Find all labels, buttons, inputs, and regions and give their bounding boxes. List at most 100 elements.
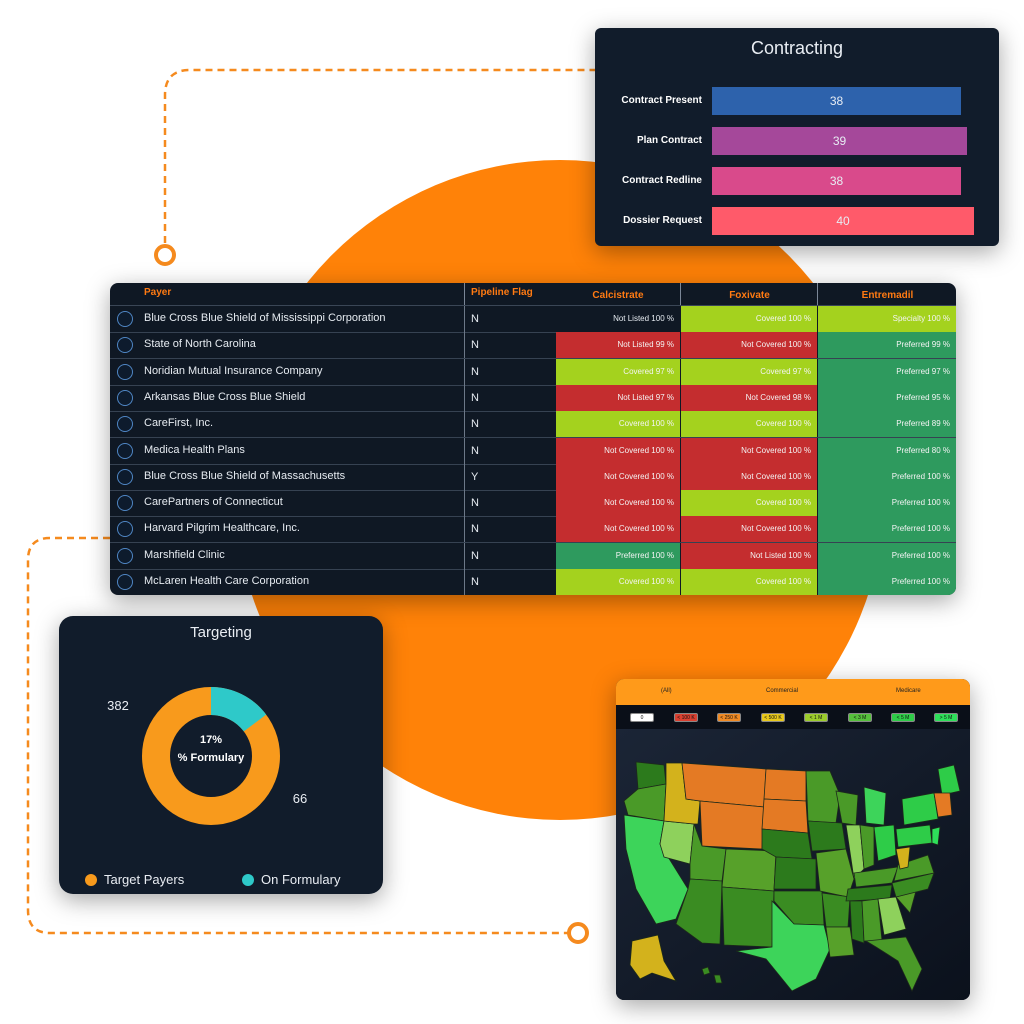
coverage-cell[interactable]: Preferred 97 % bbox=[817, 358, 956, 385]
header-entremadil[interactable]: Entremadil bbox=[817, 283, 956, 305]
row-select-radio[interactable] bbox=[117, 442, 133, 459]
coverage-cell[interactable]: Preferred 100 % bbox=[817, 463, 956, 490]
row-select-radio[interactable] bbox=[117, 363, 133, 380]
coverage-cell[interactable]: Not Covered 100 % bbox=[680, 463, 817, 490]
coverage-cell[interactable]: Not Covered 100 % bbox=[556, 490, 680, 517]
state-michigan[interactable] bbox=[863, 786, 887, 826]
state-minnesota[interactable] bbox=[805, 770, 841, 824]
state-texas[interactable] bbox=[735, 900, 831, 992]
coverage-cell[interactable]: Covered 100 % bbox=[556, 569, 680, 595]
table-row[interactable]: Harvard Pilgrim Healthcare, Inc. N Not Cov… bbox=[110, 516, 956, 544]
coverage-cell[interactable]: Not Listed 97 % bbox=[556, 384, 680, 411]
us-choropleth-map[interactable] bbox=[616, 729, 970, 1000]
header-pipeline-flag[interactable]: Pipeline Flag bbox=[464, 283, 556, 305]
filter-under-3m[interactable]: < 3 M bbox=[848, 713, 872, 722]
tab-medicare[interactable]: Medicare bbox=[896, 688, 921, 694]
table-row[interactable]: CarePartners of Connecticut N Not Covered … bbox=[110, 490, 956, 518]
state-iowa[interactable] bbox=[807, 820, 847, 852]
contract-row[interactable]: Plan Contract 39 bbox=[595, 127, 999, 157]
coverage-cell[interactable]: Preferred 100 % bbox=[817, 490, 956, 517]
row-select-radio[interactable] bbox=[117, 389, 133, 406]
state-west-virginia[interactable] bbox=[895, 846, 911, 870]
filter-over-5m[interactable]: > 5 M bbox=[934, 713, 958, 722]
state-nevada[interactable] bbox=[659, 820, 695, 865]
filter-under-500k[interactable]: < 500 K bbox=[761, 713, 785, 722]
tab-all[interactable]: (All) bbox=[661, 688, 672, 694]
coverage-cell[interactable]: Covered 100 % bbox=[680, 306, 817, 332]
table-row[interactable]: Noridian Mutual Insurance Company N Covere… bbox=[110, 358, 956, 386]
state-florida[interactable] bbox=[864, 936, 923, 992]
row-select-radio[interactable] bbox=[117, 495, 133, 512]
contract-bar[interactable]: 38 bbox=[712, 87, 961, 115]
coverage-cell[interactable]: Preferred 80 % bbox=[817, 437, 956, 464]
state-south-dakota[interactable] bbox=[761, 798, 809, 834]
filter-under-250k[interactable]: < 250 K bbox=[717, 713, 741, 722]
coverage-cell[interactable]: Specialty 100 % bbox=[817, 306, 956, 332]
coverage-cell[interactable]: Not Covered 98 % bbox=[680, 384, 817, 411]
state-hawaii-island[interactable] bbox=[713, 974, 723, 984]
coverage-cell[interactable]: Not Covered 100 % bbox=[680, 516, 817, 543]
table-row[interactable]: McLaren Health Care Corporation N Covered … bbox=[110, 569, 956, 595]
state-arkansas[interactable] bbox=[821, 892, 851, 928]
state-colorado[interactable] bbox=[721, 848, 777, 892]
coverage-cell[interactable]: Preferred 95 % bbox=[817, 384, 956, 411]
coverage-cell[interactable]: Covered 97 % bbox=[556, 358, 680, 385]
table-row[interactable]: Arkansas Blue Cross Blue Shield N Not List… bbox=[110, 384, 956, 412]
coverage-cell[interactable]: Preferred 89 % bbox=[817, 411, 956, 438]
coverage-cell[interactable]: Preferred 100 % bbox=[817, 569, 956, 595]
state-mississippi[interactable] bbox=[849, 900, 865, 944]
contract-bar[interactable]: 39 bbox=[712, 127, 967, 155]
header-calcistrate[interactable]: Calcistrate bbox=[592, 290, 644, 301]
state-maine[interactable] bbox=[937, 764, 961, 796]
state-new-york[interactable] bbox=[901, 792, 939, 826]
coverage-cell[interactable]: Not Covered 100 % bbox=[556, 463, 680, 490]
state-hawaii[interactable] bbox=[701, 966, 711, 976]
coverage-cell[interactable]: Not Listed 100 % bbox=[680, 542, 817, 569]
coverage-cell[interactable]: Preferred 100 % bbox=[556, 542, 680, 569]
coverage-cell[interactable]: Not Covered 100 % bbox=[680, 437, 817, 464]
filter-under-1m[interactable]: < 1 M bbox=[804, 713, 828, 722]
state-georgia[interactable] bbox=[877, 896, 907, 936]
coverage-cell[interactable]: Not Covered 100 % bbox=[680, 332, 817, 359]
contract-row[interactable]: Contract Redline 38 bbox=[595, 167, 999, 197]
state-alaska[interactable] bbox=[629, 934, 677, 982]
coverage-cell[interactable]: Covered 100 % bbox=[680, 411, 817, 438]
state-indiana[interactable] bbox=[859, 824, 875, 870]
contract-bar[interactable]: 40 bbox=[712, 207, 974, 235]
row-select-radio[interactable] bbox=[117, 521, 133, 538]
contract-bar[interactable]: 38 bbox=[712, 167, 961, 195]
state-wyoming[interactable] bbox=[699, 800, 765, 850]
coverage-cell[interactable]: Covered 97 % bbox=[680, 358, 817, 385]
state-north-carolina[interactable] bbox=[891, 872, 935, 898]
row-select-radio[interactable] bbox=[117, 468, 133, 485]
filter-zero[interactable]: 0 bbox=[630, 713, 654, 722]
coverage-cell[interactable]: Not Covered 100 % bbox=[556, 516, 680, 543]
state-new-mexico[interactable] bbox=[721, 886, 775, 948]
table-row[interactable]: State of North Carolina N Not Listed 99 % N… bbox=[110, 332, 956, 360]
filter-under-5m[interactable]: < 5 M bbox=[891, 713, 915, 722]
row-select-radio[interactable] bbox=[117, 547, 133, 564]
table-row[interactable]: CareFirst, Inc. N Covered 100 % Covered 100… bbox=[110, 411, 956, 439]
state-arizona[interactable] bbox=[675, 878, 723, 945]
filter-under-100k[interactable]: < 100 K bbox=[674, 713, 698, 722]
row-select-radio[interactable] bbox=[117, 416, 133, 433]
coverage-cell[interactable]: Preferred 99 % bbox=[817, 332, 956, 359]
row-select-radio[interactable] bbox=[117, 574, 133, 590]
table-row[interactable]: Medica Health Plans N Not Covered 100 % Not… bbox=[110, 437, 956, 465]
table-row[interactable]: Marshfield Clinic N Preferred 100 % Not Lis… bbox=[110, 542, 956, 570]
header-foxivate[interactable]: Foxivate bbox=[680, 283, 818, 305]
table-row[interactable]: Blue Cross Blue Shield of Mississippi Co… bbox=[110, 306, 956, 333]
coverage-cell[interactable]: Preferred 100 % bbox=[817, 516, 956, 543]
contract-row[interactable]: Dossier Request 40 bbox=[595, 207, 999, 237]
coverage-cell[interactable]: Covered 100 % bbox=[556, 411, 680, 438]
state-kansas[interactable] bbox=[773, 856, 817, 890]
coverage-cell[interactable]: Not Listed 99 % bbox=[556, 332, 680, 359]
state-montana[interactable] bbox=[681, 762, 767, 808]
donut-formulary-segment[interactable] bbox=[142, 687, 280, 825]
state-new-jersey[interactable] bbox=[931, 826, 941, 846]
state-virginia[interactable] bbox=[893, 854, 935, 882]
state-ohio[interactable] bbox=[873, 824, 897, 862]
state-massachusetts[interactable] bbox=[933, 792, 953, 818]
state-pennsylvania[interactable] bbox=[895, 824, 933, 848]
row-select-radio[interactable] bbox=[117, 337, 133, 354]
